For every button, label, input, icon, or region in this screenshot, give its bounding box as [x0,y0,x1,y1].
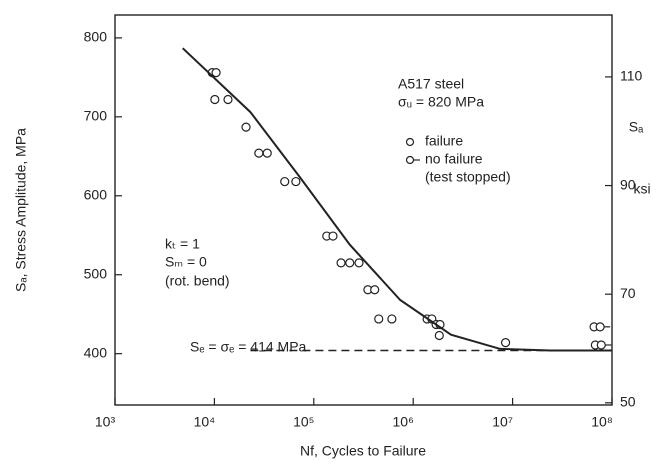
y-tick-label: 500 [84,265,108,281]
x-tick-label: 10⁴ [194,414,216,430]
y-tick-label: 600 [84,186,108,202]
y-tick-label: 400 [84,344,108,360]
data-point [254,148,264,158]
x-axis-label: Nf, Cycles to Failure [300,443,426,459]
data-point [345,258,355,268]
legend-label: no failure [425,151,483,167]
legend-label: (test stopped) [425,169,511,185]
x-tick-label: 10⁸ [591,414,613,430]
data-point [210,94,220,105]
y-tick-label: 700 [84,108,108,124]
fit-curve [182,47,612,352]
x-tick-label: 10³ [95,414,116,430]
legend-marker [405,137,415,147]
y2-tick-label: 110 [620,68,643,84]
data-point [387,314,397,324]
data-point [500,338,511,348]
x-tick-label: 10⁶ [393,414,414,430]
legend-label: failure [425,133,463,149]
data-point [241,122,251,132]
y-tick-label: 800 [84,29,108,45]
data-point [336,258,346,268]
plot-frame [114,14,613,406]
annotation: A517 steel [398,76,464,92]
x-tick-label: 10⁵ [293,414,314,430]
data-point [370,285,380,295]
data-point [211,68,221,78]
data-point [374,314,384,324]
data-point [434,330,444,341]
annotation: kₜ = 1 [165,236,200,252]
y-axis-label: Sₐ, Stress Amplitude, MPa [13,128,29,292]
data-point [280,176,290,187]
annotation: Sₘ = 0 [165,254,207,270]
x-tick-label: 10⁷ [492,414,513,430]
data-point [262,148,272,158]
data-point [595,322,605,332]
data-point [328,231,338,241]
data-point [596,340,606,350]
annotation: (rot. bend) [165,273,230,289]
annotation: σᵤ = 820 MPa [398,94,484,110]
y2-tick-label: 70 [620,285,636,301]
data-point [223,94,233,105]
data-point [354,258,364,268]
y2-axis-unit: ksi [633,181,650,197]
data-point [291,176,301,187]
y2-axis-label: Sₐ [629,119,644,135]
legend-marker [405,155,415,165]
y2-tick-label: 50 [620,394,636,410]
y2-tick-label: 90 [620,176,636,192]
annotation: Sₑ = σₑ = 414 MPa [190,339,307,355]
